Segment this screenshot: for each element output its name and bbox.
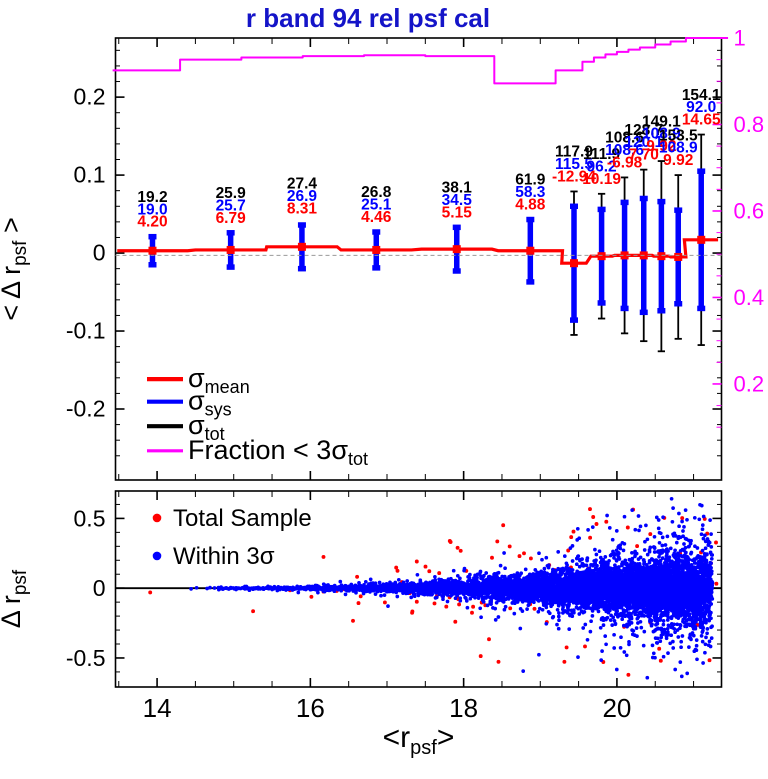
svg-text:0.2: 0.2 (734, 371, 765, 396)
svg-text:0.2: 0.2 (74, 84, 106, 110)
svg-text:0.5: 0.5 (74, 505, 106, 531)
svg-text:0.8: 0.8 (734, 112, 765, 137)
svg-text:27.4: 27.4 (287, 176, 318, 193)
svg-text:-0.1: -0.1 (66, 318, 106, 344)
svg-text:0.6: 0.6 (734, 198, 765, 223)
svg-text:16: 16 (296, 693, 325, 723)
svg-text:-0.5: -0.5 (66, 645, 106, 671)
svg-text:18: 18 (449, 693, 478, 723)
svg-text:20: 20 (602, 693, 631, 723)
svg-text:153.5: 153.5 (659, 127, 698, 144)
svg-text:0.1: 0.1 (74, 162, 106, 188)
svg-text:0: 0 (93, 240, 106, 266)
svg-text:14: 14 (143, 693, 172, 723)
svg-text:Total Sample: Total Sample (173, 505, 312, 532)
svg-text:-0.2: -0.2 (66, 396, 106, 422)
svg-text:Within 3σ: Within 3σ (173, 543, 275, 570)
svg-text:0.4: 0.4 (734, 285, 765, 310)
svg-text:Fraction < 3σtot: Fraction < 3σtot (188, 435, 368, 469)
svg-text:154.1: 154.1 (682, 87, 721, 104)
svg-text:1: 1 (734, 26, 746, 51)
svg-text:19.2: 19.2 (137, 189, 167, 206)
svg-text:38.1: 38.1 (442, 180, 473, 197)
svg-text:26.8: 26.8 (361, 184, 392, 201)
svg-text:r band 94 rel psf cal: r band 94 rel psf cal (246, 3, 490, 33)
svg-text:61.9: 61.9 (515, 172, 546, 189)
svg-text:0: 0 (93, 575, 106, 601)
svg-text:25.9: 25.9 (216, 185, 247, 202)
